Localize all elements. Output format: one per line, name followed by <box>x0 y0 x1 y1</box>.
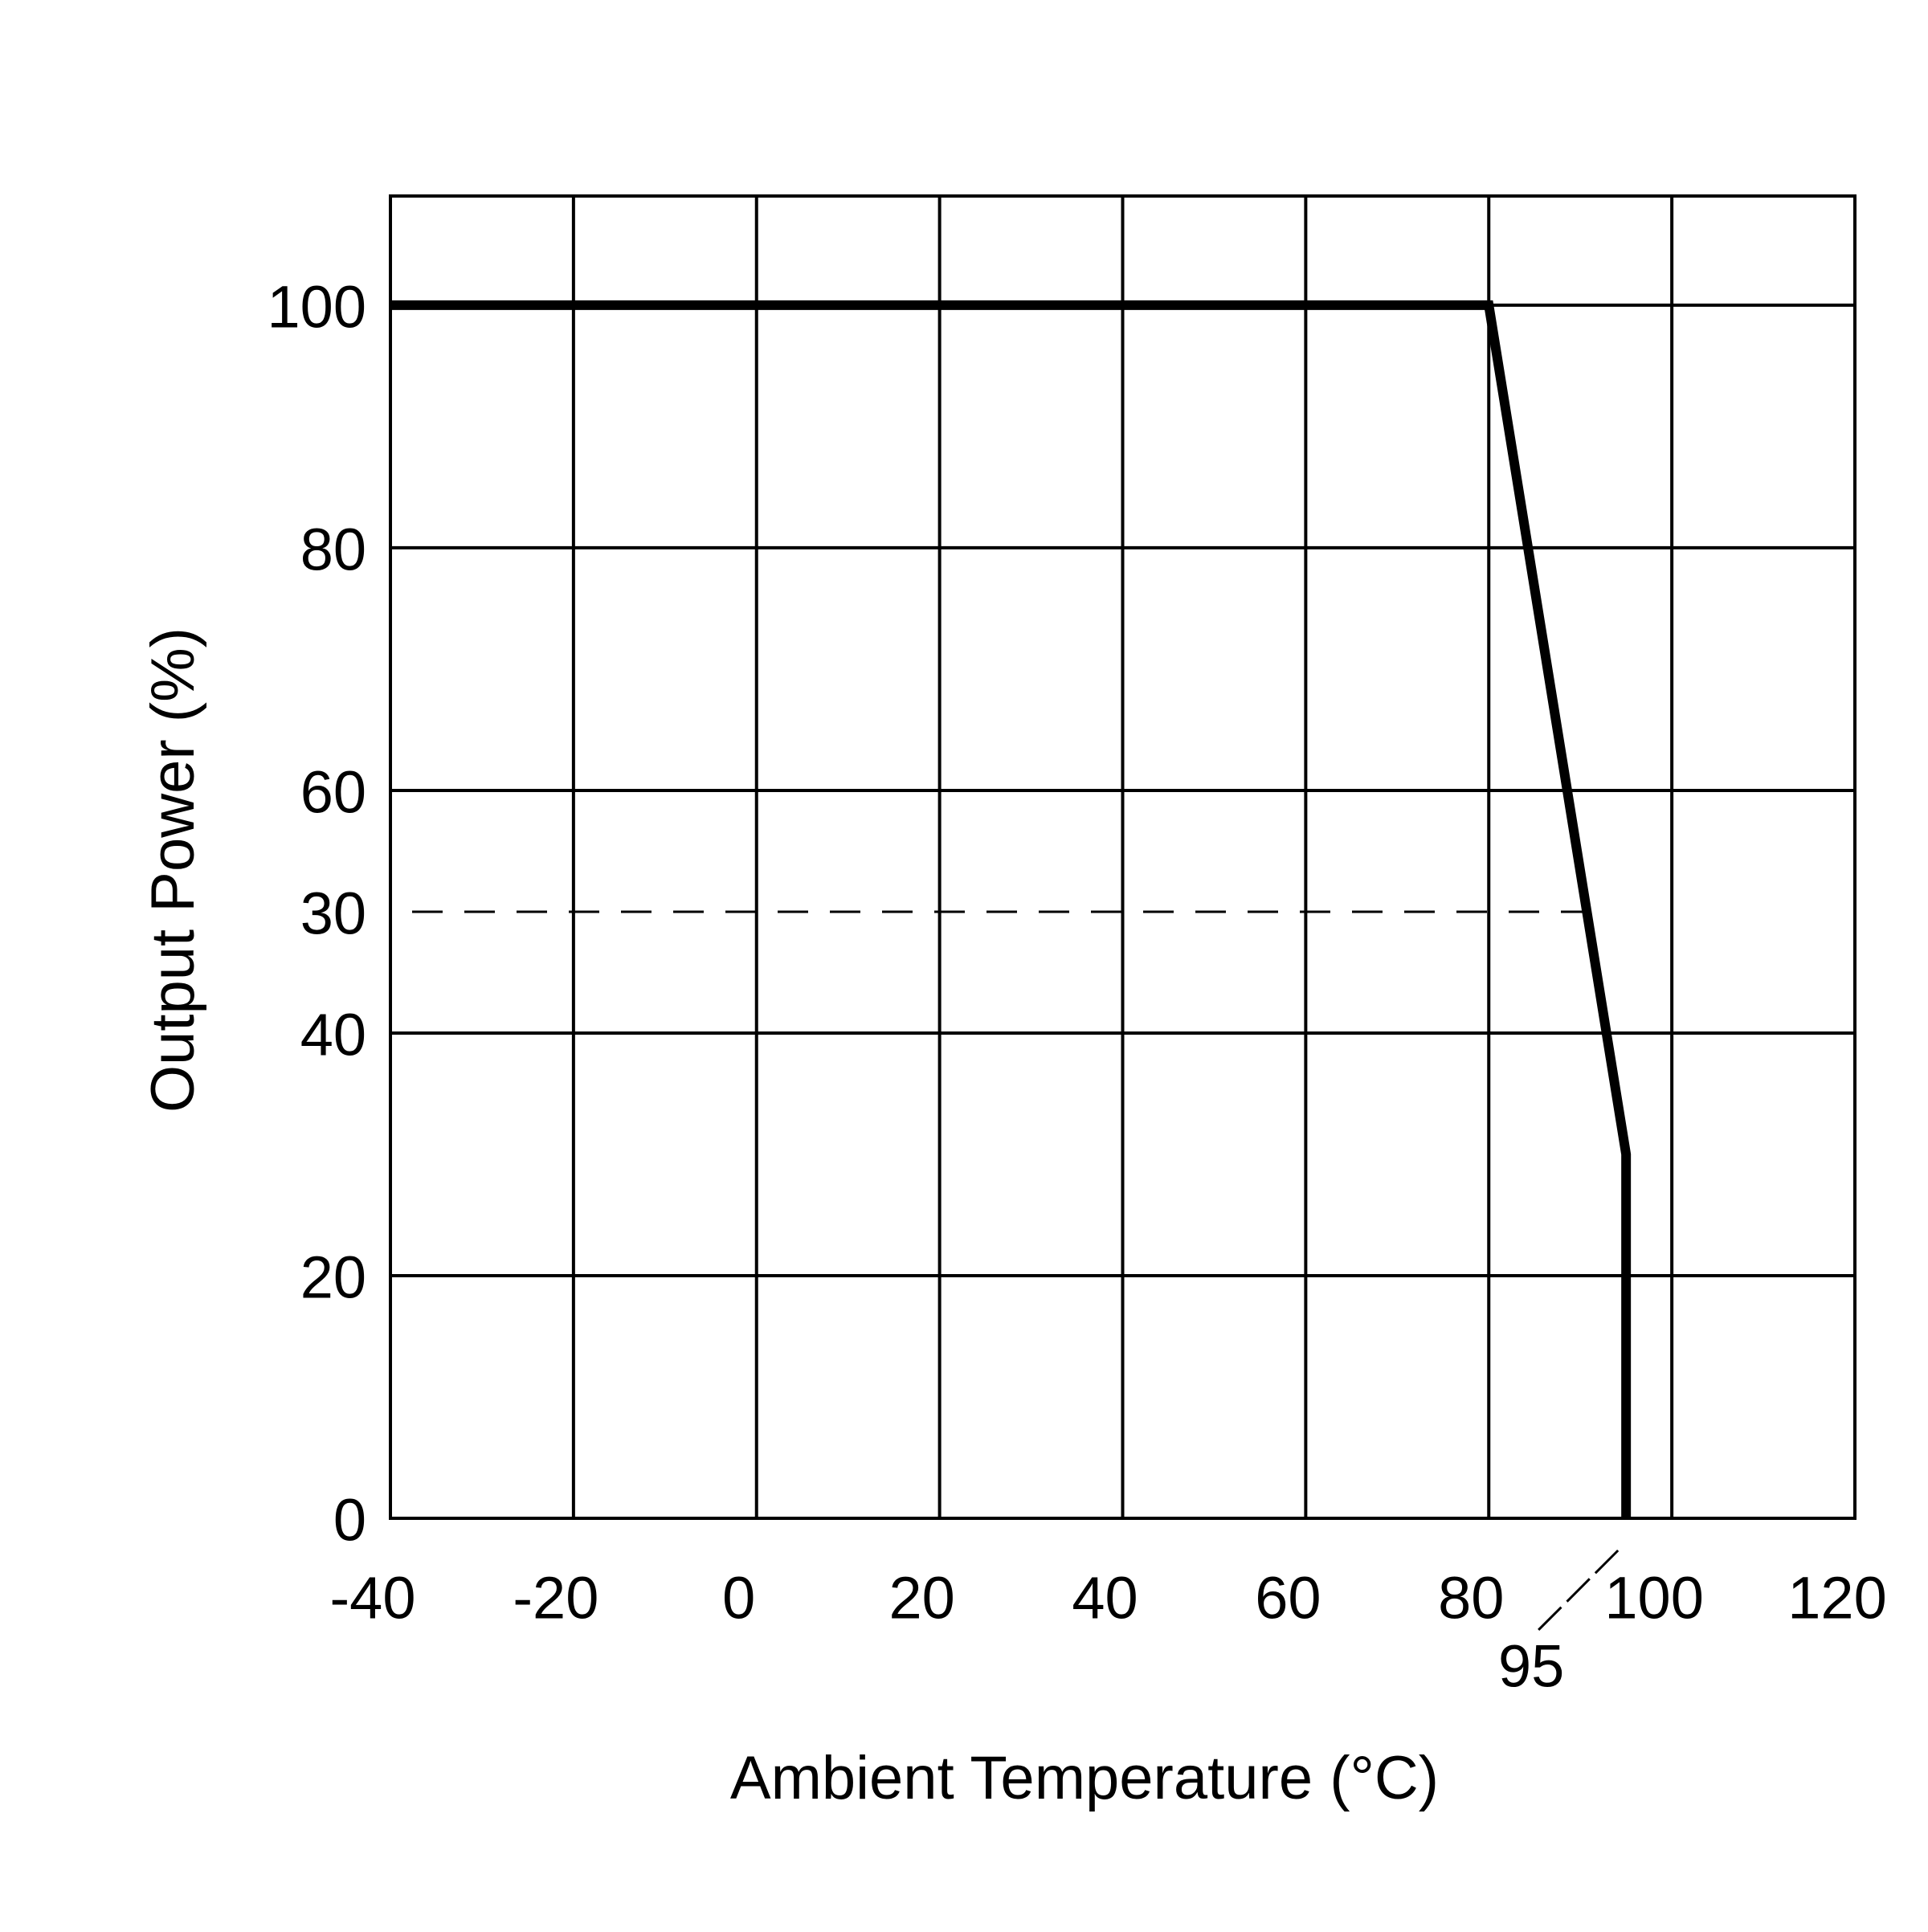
x-tick-label: 120 <box>1787 1565 1886 1632</box>
x-tick-label: 0 <box>722 1565 755 1632</box>
annotation-label: 95 <box>1498 1633 1564 1700</box>
annotation-leader <box>1537 1549 1620 1632</box>
x-tick-label: 20 <box>888 1565 954 1632</box>
y-tick-label: 60 <box>300 758 366 825</box>
y-tick-label: 40 <box>300 1002 366 1068</box>
y-tick-label: 20 <box>300 1244 366 1311</box>
x-axis-title: Ambient Temperature (°C) <box>730 1744 1439 1812</box>
x-tick-label: -40 <box>330 1565 416 1632</box>
y-tick-label: 0 <box>333 1487 366 1554</box>
y-tick-label: 30 <box>300 880 366 947</box>
x-tick-label: 80 <box>1438 1565 1504 1632</box>
y-tick-label: 80 <box>300 516 366 582</box>
derating-curve <box>390 300 1632 1518</box>
x-tick-label: -20 <box>513 1565 598 1632</box>
x-tick-label: 100 <box>1604 1565 1703 1632</box>
x-tick-label: 60 <box>1255 1565 1321 1632</box>
y-axis-title: Output Power (%) <box>139 627 207 1113</box>
y-tick-label: 100 <box>268 273 366 340</box>
x-tick-label: 40 <box>1072 1565 1138 1632</box>
